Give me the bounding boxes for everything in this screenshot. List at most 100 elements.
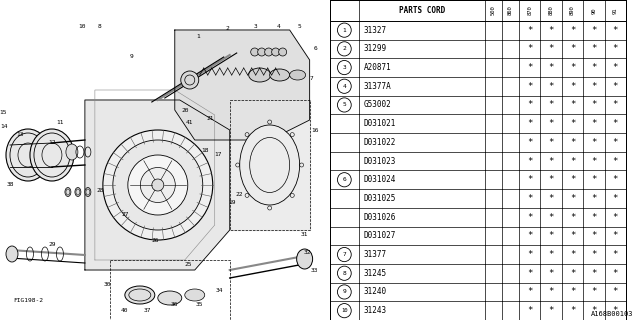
Circle shape	[337, 60, 351, 75]
Text: 880: 880	[548, 5, 554, 15]
Text: 18: 18	[201, 148, 209, 153]
Text: 6: 6	[342, 177, 346, 182]
Text: D031021: D031021	[364, 119, 396, 128]
Ellipse shape	[271, 48, 280, 56]
Text: 38: 38	[6, 182, 13, 188]
Text: 28: 28	[96, 188, 104, 193]
Text: 7: 7	[342, 252, 346, 257]
Text: *: *	[570, 100, 575, 109]
Text: *: *	[612, 250, 618, 259]
Text: *: *	[591, 269, 596, 278]
Circle shape	[337, 247, 351, 262]
Ellipse shape	[30, 129, 74, 181]
Text: 3: 3	[342, 65, 346, 70]
Text: 16: 16	[311, 127, 318, 132]
Text: *: *	[548, 26, 554, 35]
Text: A20871: A20871	[364, 63, 392, 72]
Ellipse shape	[251, 48, 259, 56]
Text: *: *	[570, 175, 575, 184]
Text: *: *	[591, 44, 596, 53]
Text: 29: 29	[48, 243, 56, 247]
Text: *: *	[548, 63, 554, 72]
Text: 3: 3	[254, 25, 257, 29]
Text: D031022: D031022	[364, 138, 396, 147]
Text: 2: 2	[342, 46, 346, 51]
Text: *: *	[548, 119, 554, 128]
Text: 91: 91	[613, 7, 618, 14]
Text: *: *	[548, 231, 554, 240]
Ellipse shape	[125, 286, 155, 304]
Text: 27: 27	[121, 212, 129, 218]
Text: 30: 30	[104, 283, 111, 287]
Text: *: *	[527, 231, 532, 240]
Text: 860: 860	[508, 5, 513, 15]
Text: 8: 8	[98, 25, 102, 29]
Text: *: *	[548, 44, 554, 53]
Text: *: *	[527, 156, 532, 165]
Ellipse shape	[140, 167, 175, 203]
Text: *: *	[570, 26, 575, 35]
Text: *: *	[612, 306, 618, 315]
Text: *: *	[527, 63, 532, 72]
Text: *: *	[591, 82, 596, 91]
Text: 5: 5	[342, 102, 346, 108]
Text: 13: 13	[16, 132, 24, 138]
Text: *: *	[570, 119, 575, 128]
Ellipse shape	[152, 179, 164, 191]
Text: *: *	[570, 306, 575, 315]
Text: *: *	[612, 44, 618, 53]
Text: *: *	[548, 156, 554, 165]
Circle shape	[337, 304, 351, 318]
Ellipse shape	[278, 48, 287, 56]
Text: *: *	[527, 194, 532, 203]
Text: *: *	[612, 213, 618, 222]
Text: *: *	[612, 194, 618, 203]
Text: *: *	[612, 26, 618, 35]
Text: *: *	[612, 100, 618, 109]
Text: 25: 25	[184, 262, 191, 268]
Text: *: *	[570, 82, 575, 91]
Text: 26: 26	[151, 237, 159, 243]
Ellipse shape	[75, 188, 81, 196]
Text: *: *	[527, 306, 532, 315]
Text: *: *	[548, 82, 554, 91]
Text: *: *	[548, 194, 554, 203]
Text: *: *	[591, 175, 596, 184]
Text: *: *	[591, 306, 596, 315]
Text: 22: 22	[236, 193, 243, 197]
Text: *: *	[527, 44, 532, 53]
Ellipse shape	[103, 130, 212, 240]
Ellipse shape	[249, 68, 271, 82]
Text: *: *	[527, 82, 532, 91]
Text: *: *	[612, 231, 618, 240]
Text: 9: 9	[130, 53, 134, 59]
Polygon shape	[230, 100, 310, 230]
Text: *: *	[591, 213, 596, 222]
Text: *: *	[591, 63, 596, 72]
Text: FIG198-2: FIG198-2	[13, 298, 43, 302]
Text: *: *	[570, 269, 575, 278]
Text: *: *	[612, 175, 618, 184]
Text: D031025: D031025	[364, 194, 396, 203]
Text: *: *	[612, 269, 618, 278]
Text: *: *	[570, 213, 575, 222]
Text: 41: 41	[186, 119, 193, 124]
Text: *: *	[548, 250, 554, 259]
Text: 40: 40	[121, 308, 129, 313]
Text: 5: 5	[298, 25, 301, 29]
Text: 31245: 31245	[364, 269, 387, 278]
Ellipse shape	[265, 48, 273, 56]
Text: 7: 7	[310, 76, 314, 81]
Text: 20: 20	[181, 108, 189, 113]
Circle shape	[337, 98, 351, 112]
Text: *: *	[570, 156, 575, 165]
Text: 17: 17	[214, 153, 221, 157]
Text: 15: 15	[0, 110, 7, 116]
Text: *: *	[591, 138, 596, 147]
Circle shape	[337, 266, 351, 280]
Text: 36: 36	[171, 302, 179, 308]
Ellipse shape	[66, 144, 78, 160]
Text: *: *	[527, 213, 532, 222]
Text: *: *	[548, 100, 554, 109]
Text: D031024: D031024	[364, 175, 396, 184]
